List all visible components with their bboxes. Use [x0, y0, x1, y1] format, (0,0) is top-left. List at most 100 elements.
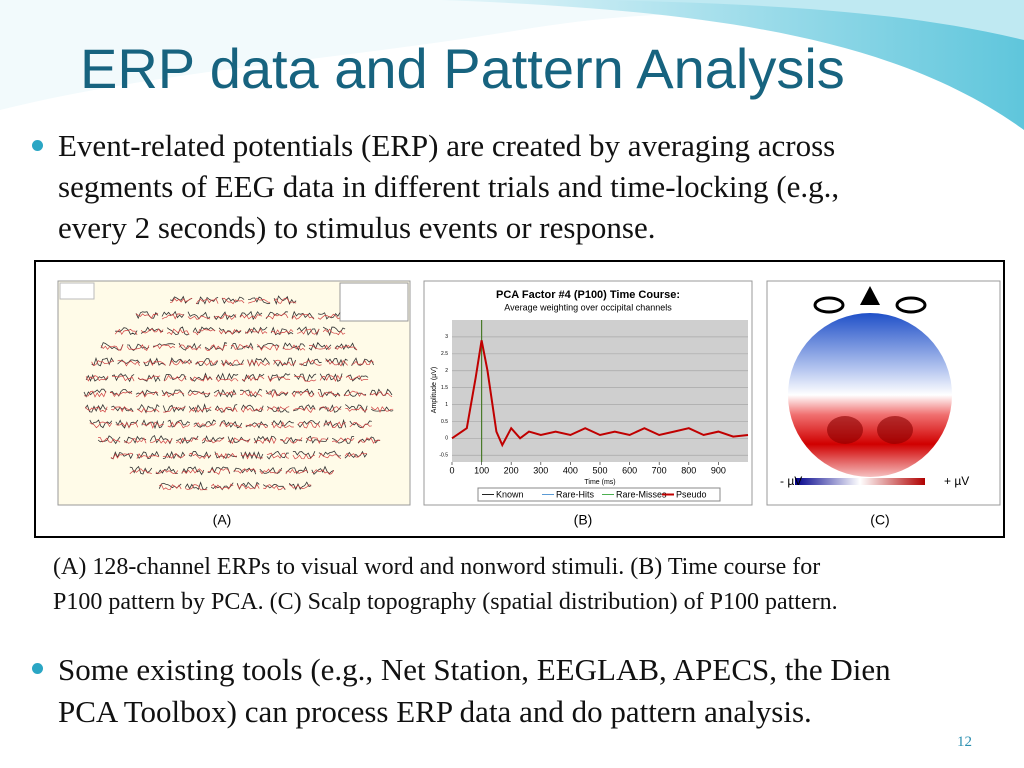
waveform [344, 404, 368, 414]
waveform [241, 374, 265, 382]
waveform [117, 359, 140, 367]
waveform [319, 373, 343, 382]
waveform [195, 358, 218, 367]
waveform [233, 467, 257, 475]
waveform [219, 419, 243, 429]
waveform [322, 328, 346, 336]
waveform [195, 359, 218, 366]
series-line [451, 340, 749, 448]
waveform [193, 328, 216, 336]
waveform [334, 342, 358, 351]
waveform [214, 452, 237, 460]
waveform [256, 342, 280, 350]
waveform [181, 468, 205, 474]
bullet-line: every 2 seconds) to stimulus events or r… [58, 210, 656, 245]
waveform [240, 406, 264, 413]
waveform [256, 344, 280, 352]
waveform [305, 435, 329, 444]
waveform [308, 344, 332, 351]
waveform [291, 310, 315, 319]
waveform [201, 437, 225, 444]
waveform [176, 435, 199, 444]
waveform [214, 406, 238, 413]
waveform [344, 452, 367, 458]
waveform [210, 483, 234, 490]
y-axis-label: Amplitude (µV) [431, 367, 438, 413]
waveform [323, 421, 346, 428]
waveform [297, 419, 321, 428]
y-tick-label: 1 [445, 402, 448, 408]
waveform [263, 484, 286, 491]
waveform [292, 453, 315, 460]
waveform [196, 296, 219, 305]
waveform [84, 406, 108, 413]
waveform [266, 450, 289, 460]
waveform [318, 452, 342, 459]
waveform [266, 452, 289, 459]
waveform [253, 435, 277, 444]
waveform [271, 328, 294, 335]
waveform [317, 313, 341, 320]
waveform [292, 450, 316, 459]
waveform [245, 423, 268, 429]
bullet-line: Event-related potentials (ERP) are creat… [58, 128, 836, 163]
waveform [293, 406, 316, 413]
waveform [140, 328, 164, 334]
scalp-ear [895, 296, 927, 314]
waveform [110, 451, 134, 460]
waveform [357, 437, 381, 444]
waveform [322, 326, 346, 337]
waveform [288, 481, 312, 491]
x-tick-label: 100 [474, 465, 489, 475]
waveform [169, 297, 193, 304]
waveform [175, 437, 199, 445]
waveform [84, 403, 108, 413]
waveform [89, 421, 113, 429]
waveform [331, 437, 355, 443]
waveform [213, 390, 237, 397]
waveform [259, 466, 283, 474]
y-tick-label: 2 [445, 368, 448, 374]
waveform [152, 344, 176, 350]
waveform [299, 359, 322, 366]
waveform [163, 406, 186, 413]
waveform [266, 406, 290, 413]
waveform [150, 438, 173, 444]
waveform [239, 390, 263, 397]
waveform [253, 436, 277, 445]
waveform [319, 406, 342, 413]
waveform [239, 310, 263, 321]
x-tick-label: 900 [711, 465, 726, 475]
waveform [239, 388, 263, 398]
waveform [166, 326, 190, 336]
waveform [240, 404, 264, 413]
waveform [265, 313, 289, 320]
waveform [233, 468, 257, 474]
waveform [98, 437, 121, 443]
scalp-minus-label: - µV [780, 474, 802, 488]
waveform [273, 295, 297, 305]
waveform [349, 422, 372, 429]
waveform [100, 344, 124, 351]
waveform [221, 359, 244, 367]
waveform [207, 466, 231, 474]
waveform [317, 389, 341, 398]
waveform [227, 437, 251, 444]
background-swoosh [600, 0, 1024, 40]
scalp-hotspot [827, 416, 863, 444]
waveform [167, 419, 191, 428]
waveform [221, 296, 245, 304]
scalp-map [788, 313, 952, 477]
waveform [187, 315, 211, 320]
waveform [273, 359, 296, 366]
waveform [219, 421, 242, 429]
panel-label: (C) [870, 512, 889, 528]
y-tick-label: -0.5 [439, 453, 448, 459]
waveform [123, 437, 147, 444]
waveform [265, 311, 289, 319]
waveform [218, 327, 242, 335]
waveform [270, 326, 294, 336]
x-tick-label: 800 [681, 465, 696, 475]
waveform [265, 390, 289, 398]
waveform [83, 390, 107, 398]
